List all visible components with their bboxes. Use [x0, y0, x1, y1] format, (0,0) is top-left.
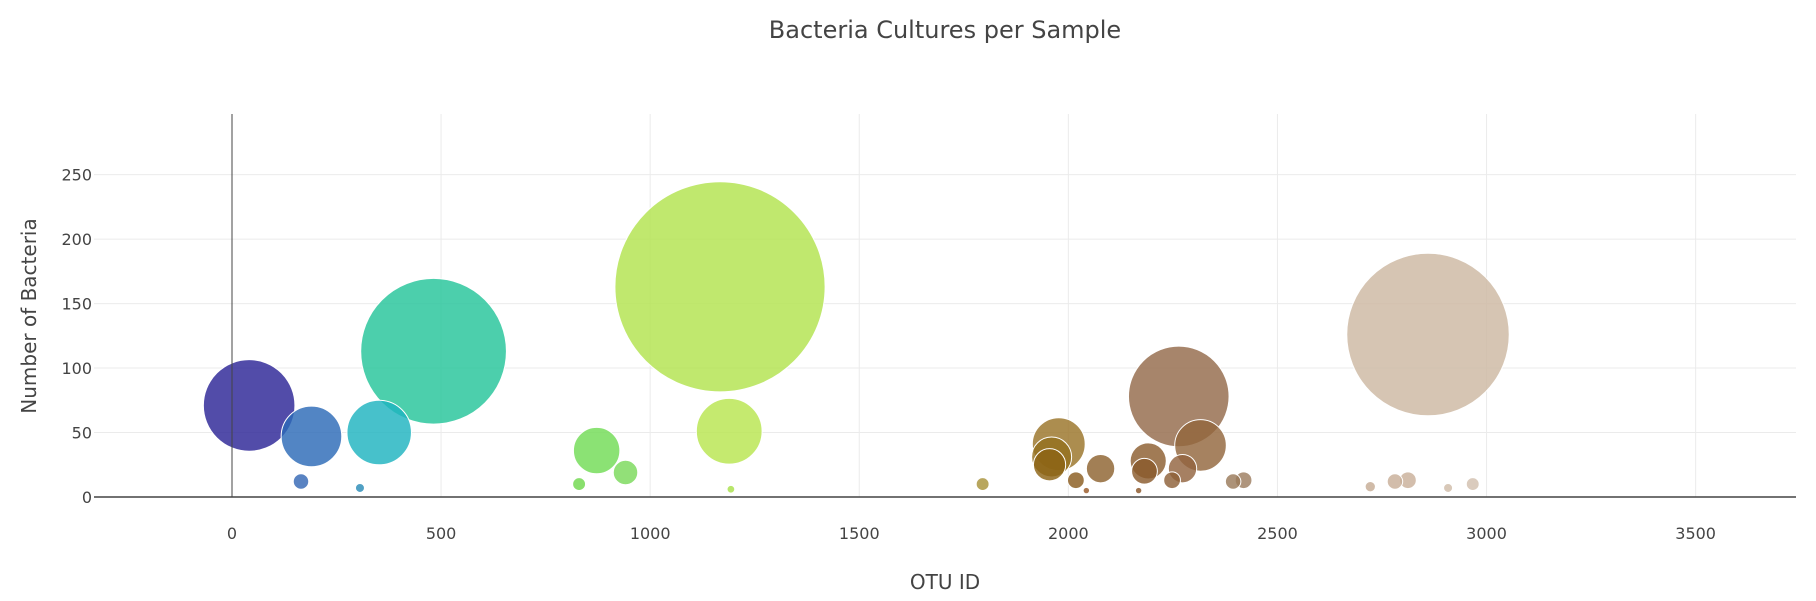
y-tick-label: 200: [61, 230, 92, 249]
data-bubble: [354, 482, 365, 493]
data-bubble: [1082, 486, 1091, 495]
data-bubble: [1134, 486, 1143, 495]
data-bubble: [292, 473, 310, 490]
data-bubble: [280, 405, 343, 468]
data-bubble: [202, 359, 296, 452]
x-tick-label: 3000: [1466, 524, 1507, 543]
y-axis-title: Number of Bacteria: [17, 218, 41, 414]
x-tick-label: 1000: [630, 524, 671, 543]
chart-title: Bacteria Cultures per Sample: [769, 16, 1121, 44]
data-bubble: [1364, 481, 1376, 493]
data-bubble: [612, 459, 639, 486]
data-bubble: [614, 181, 826, 393]
data-bubble: [695, 397, 763, 465]
data-bubble: [1067, 471, 1085, 490]
data-bubble: [1465, 477, 1480, 492]
data-bubble: [1346, 252, 1510, 417]
bubble-layer: [202, 181, 1510, 495]
data-bubble: [1163, 471, 1181, 490]
y-tick-label: 100: [61, 359, 92, 378]
data-bubble: [360, 277, 507, 425]
x-tick-label: 2500: [1257, 524, 1298, 543]
data-bubble: [346, 399, 412, 466]
data-bubble: [572, 477, 587, 492]
y-tick-label: 0: [82, 488, 92, 507]
data-bubble: [975, 477, 990, 492]
data-bubble: [1443, 482, 1454, 493]
y-tick-label: 150: [61, 295, 92, 314]
y-tick-label: 50: [72, 424, 92, 443]
axis-layer: 0 500 1000 1500 2000 2500 3000 3500 0 50 100 150 200…: [61, 114, 1796, 543]
x-tick-label: 3500: [1675, 524, 1716, 543]
data-bubble: [1224, 473, 1242, 490]
data-bubble: [1131, 457, 1158, 485]
x-axis-title: OTU ID: [910, 570, 980, 594]
x-tick-label: 0: [227, 524, 237, 543]
x-tick-label: 500: [426, 524, 457, 543]
data-bubble: [1032, 448, 1067, 482]
x-tick-label: 2000: [1048, 524, 1089, 543]
data-bubble: [1386, 473, 1404, 490]
data-bubble: [726, 484, 736, 494]
y-tick-label: 250: [61, 166, 92, 185]
data-bubble: [572, 426, 621, 475]
data-bubble: [1085, 453, 1116, 484]
x-tick-label: 1500: [839, 524, 880, 543]
